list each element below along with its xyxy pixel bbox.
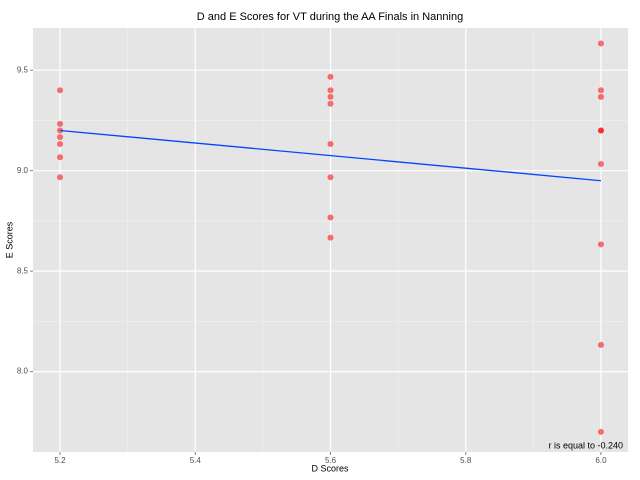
point (597, 341, 604, 348)
x-axis-label: D Scores (311, 463, 349, 473)
x-tick-label: 5.2 (54, 456, 66, 465)
point (57, 87, 64, 94)
point (57, 174, 64, 181)
point (327, 93, 334, 100)
point (597, 93, 604, 100)
point (57, 134, 64, 141)
y-axis-label: E Scores (4, 221, 14, 258)
point (57, 154, 64, 161)
y-tick-label: 8.0 (17, 367, 29, 376)
x-tick-label: 5.6 (325, 456, 337, 465)
trend-line (59, 129, 602, 182)
point (327, 174, 334, 181)
point (327, 87, 334, 94)
point (597, 40, 604, 47)
point (597, 87, 604, 94)
x-tick-label: 5.8 (460, 456, 472, 465)
point (327, 100, 334, 107)
y-tick-label: 9.0 (17, 166, 29, 175)
x-tick-label: 6.0 (595, 456, 607, 465)
point (597, 241, 604, 248)
y-tick-label: 8.5 (17, 266, 29, 275)
point (597, 428, 604, 435)
point (57, 140, 64, 147)
annotation: r is equal to -0.240 (548, 440, 623, 450)
point (327, 140, 334, 147)
chart-title: D and E Scores for VT during the AA Fina… (197, 11, 463, 23)
x-tick-label: 5.4 (190, 456, 202, 465)
point (327, 234, 334, 241)
point (327, 214, 334, 221)
y-tick-label: 9.5 (17, 65, 29, 74)
point (597, 127, 604, 134)
point (327, 73, 334, 80)
point (597, 161, 604, 168)
point (57, 120, 64, 127)
